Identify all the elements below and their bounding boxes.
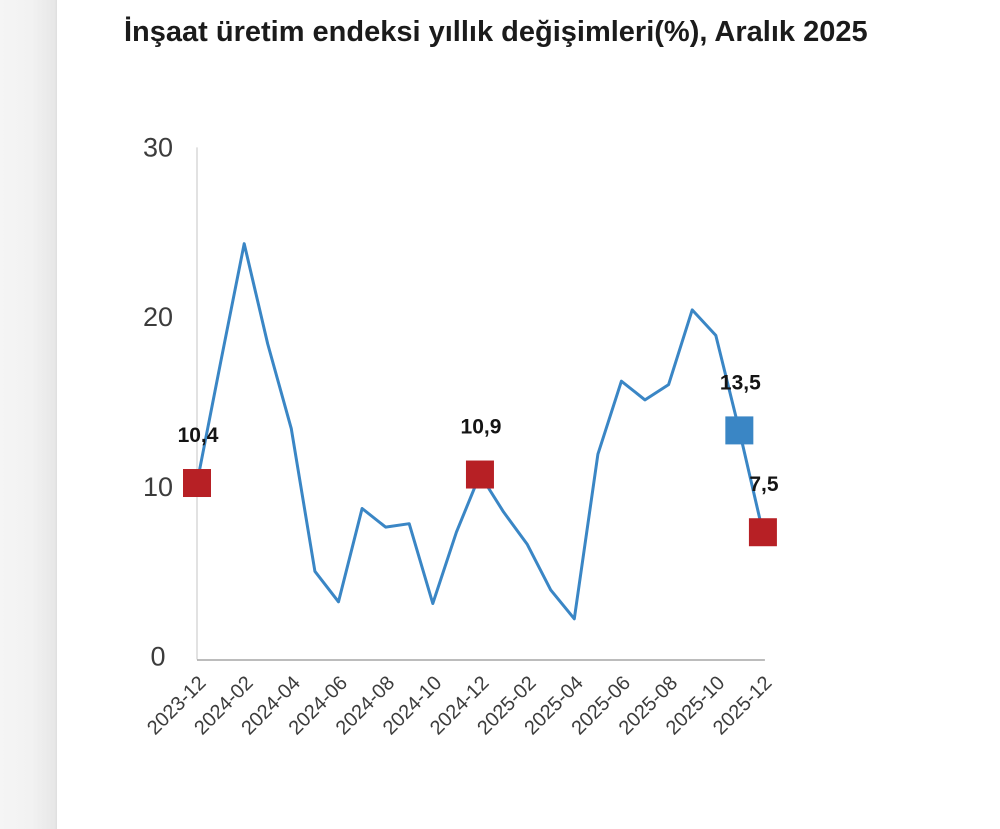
- chart-title: İnşaat üretim endeksi yıllık değişimleri…: [124, 16, 868, 48]
- data-point-marker: [725, 416, 754, 445]
- data-point-label: 13,5: [720, 371, 761, 394]
- data-point-marker: [183, 469, 211, 498]
- y-tick-label: 0: [150, 642, 165, 672]
- y-tick-label: 10: [143, 472, 173, 502]
- data-point-marker: [748, 518, 777, 547]
- page-edge-shadow: [0, 0, 57, 829]
- y-tick-label: 30: [143, 132, 173, 162]
- data-point-label: 10,9: [461, 416, 502, 439]
- data-point-label: 7,5: [749, 473, 779, 496]
- data-point-marker: [465, 460, 494, 489]
- data-point-label: 10,4: [178, 424, 219, 447]
- y-tick-label: 20: [143, 302, 173, 332]
